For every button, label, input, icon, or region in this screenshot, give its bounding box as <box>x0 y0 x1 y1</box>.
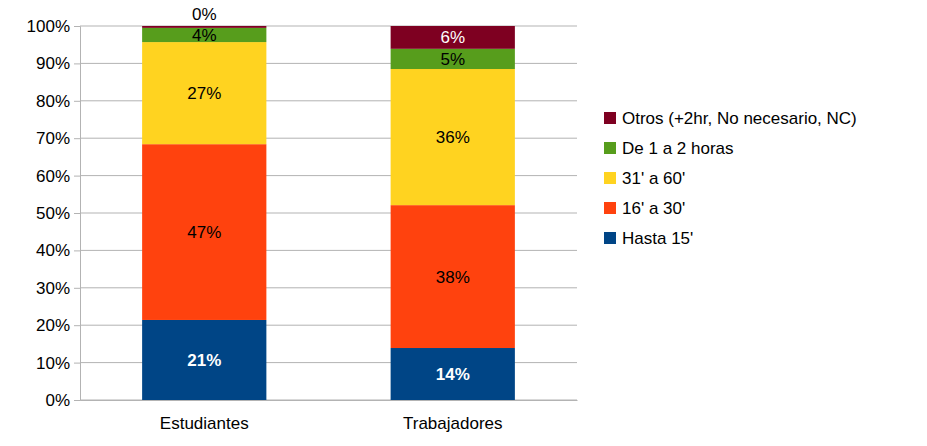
legend-item: 16' a 30' <box>604 199 685 218</box>
data-label: 14% <box>436 365 470 384</box>
tick: 100% <box>27 17 80 36</box>
bar-segment <box>391 348 515 400</box>
tick: 10% <box>36 354 80 373</box>
data-label: 0% <box>192 5 217 24</box>
data-label: 36% <box>436 128 470 147</box>
bar-segment <box>391 26 515 49</box>
tick: 0% <box>45 391 80 410</box>
tick-label: 50% <box>36 204 70 223</box>
data-label: 21% <box>187 351 221 370</box>
grid <box>80 26 577 400</box>
tick-mark <box>74 63 80 64</box>
bar-segment <box>391 49 515 69</box>
tick-label: Trabajadores <box>403 414 503 433</box>
tick-mark <box>74 176 80 177</box>
tick-mark <box>74 325 80 326</box>
tick: 90% <box>36 54 80 73</box>
data-label: 5% <box>440 50 465 69</box>
bar-segment <box>391 205 515 348</box>
data-labels: 21% 14% 47% 38% 27% 36% 4% 5% 0% 6% <box>187 5 470 384</box>
tick-label: 90% <box>36 54 70 73</box>
tick: 40% <box>36 241 80 260</box>
tick-label: 70% <box>36 129 70 148</box>
y-axis: 0% 10% 20% 30% 40% 50% 60% 70% 80% 90% 100% <box>27 17 81 410</box>
tick: Trabajadores <box>403 400 503 433</box>
legend-label: Otros (+2hr, No necesario, NC) <box>622 109 857 128</box>
tick-label: Estudiantes <box>160 414 249 433</box>
data-label: 4% <box>192 26 217 45</box>
tick-mark <box>74 363 80 364</box>
x-axis: Estudiantes Trabajadores <box>81 400 578 433</box>
bar-segment <box>142 320 266 400</box>
tick-mark <box>74 101 80 102</box>
data-label: 6% <box>440 28 465 47</box>
tick: 70% <box>36 129 80 148</box>
legend-label: Hasta 15' <box>622 229 693 248</box>
legend-swatch <box>604 232 616 244</box>
bar-segment <box>142 144 266 320</box>
legend-label: 31' a 60' <box>622 169 685 188</box>
legend-label: De 1 a 2 horas <box>622 139 734 158</box>
tick-mark <box>74 250 80 251</box>
tick-label: 10% <box>36 354 70 373</box>
tick-label: 60% <box>36 167 70 186</box>
tick-mark <box>74 400 80 401</box>
bar-segment <box>142 42 266 144</box>
axis-line <box>74 27 81 401</box>
tick: 20% <box>36 316 80 335</box>
tick: 80% <box>36 92 80 111</box>
tick-label: 40% <box>36 241 70 260</box>
tick-mark <box>74 213 80 214</box>
legend-swatch <box>604 142 616 154</box>
tick-label: 80% <box>36 92 70 111</box>
tick: Estudiantes <box>160 400 249 433</box>
tick-label: 30% <box>36 279 70 298</box>
tick-mark <box>74 138 80 139</box>
chart: 0% 10% 20% 30% 40% 50% 60% 70% 80% 90% 100% Estudia… <box>0 0 927 446</box>
data-label: 27% <box>187 84 221 103</box>
bars <box>142 26 515 400</box>
legend: Otros (+2hr, No necesario, NC) De 1 a 2 h… <box>604 109 857 248</box>
plot: 0% 10% 20% 30% 40% 50% 60% 70% 80% 90% 100% Estudia… <box>27 5 578 433</box>
tick: 30% <box>36 279 80 298</box>
tick-label: 100% <box>27 17 70 36</box>
legend-item: 31' a 60' <box>604 169 685 188</box>
tick-mark <box>74 288 80 289</box>
data-label: 38% <box>436 268 470 287</box>
legend-swatch <box>604 172 616 184</box>
tick-label: 20% <box>36 316 70 335</box>
legend-swatch <box>604 112 616 124</box>
tick: 60% <box>36 167 80 186</box>
bar-segment <box>391 69 515 205</box>
legend-item: Otros (+2hr, No necesario, NC) <box>604 109 857 128</box>
legend-label: 16' a 30' <box>622 199 685 218</box>
axis-line <box>81 400 578 401</box>
legend-item: Hasta 15' <box>604 229 693 248</box>
tick-label: 0% <box>45 391 70 410</box>
tick: 50% <box>36 204 80 223</box>
data-label: 47% <box>187 223 221 242</box>
legend-item: De 1 a 2 horas <box>604 139 734 158</box>
tick-mark <box>74 26 80 27</box>
legend-swatch <box>604 202 616 214</box>
